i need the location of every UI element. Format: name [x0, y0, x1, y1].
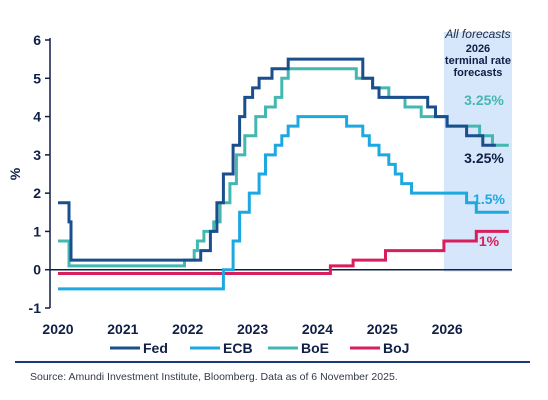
y-tick-label: 2: [33, 185, 41, 201]
y-tick-label: -1: [29, 300, 42, 316]
end-label-boe: 3.25%: [464, 92, 504, 108]
series-line-boe: [58, 67, 509, 268]
y-tick-label: 4: [33, 109, 41, 125]
y-tick-label: 1: [33, 223, 41, 239]
x-tick-label: 2024: [302, 321, 333, 337]
legend-label-boj: BoJ: [383, 340, 409, 356]
end-label-ecb: 1.5%: [473, 191, 505, 207]
series-line-fed: [58, 57, 496, 262]
x-tick-label: 2026: [432, 321, 463, 337]
series-line-boj: [58, 229, 509, 275]
forecast-title: All forecasts: [444, 27, 510, 41]
end-label-fed: 3.25%: [464, 150, 504, 166]
y-tick-label: 6: [33, 32, 41, 48]
legend-label-ecb: ECB: [223, 340, 253, 356]
x-tick-label: 2022: [172, 321, 203, 337]
x-tick-label: 2021: [107, 321, 138, 337]
end-label-boj: 1%: [479, 233, 500, 249]
x-tick-label: 2025: [367, 321, 398, 337]
series-line-ecb: [58, 115, 509, 291]
x-tick-label: 2020: [42, 321, 73, 337]
forecast-subtitle-line: forecasts: [453, 67, 502, 79]
y-axis-label: %: [7, 167, 23, 180]
x-tick-label: 2023: [237, 321, 268, 337]
y-tick-label: 3: [33, 147, 41, 163]
source-note: Source: Amundi Investment Institute, Blo…: [30, 371, 398, 383]
legend-label-fed: Fed: [143, 340, 168, 356]
y-tick-label: 5: [33, 70, 41, 86]
y-tick-label: 0: [33, 262, 41, 278]
legend-label-boe: BoE: [301, 340, 329, 356]
forecast-subtitle-line: 2026: [466, 43, 490, 55]
forecast-subtitle-line: terminal rate: [445, 55, 511, 67]
